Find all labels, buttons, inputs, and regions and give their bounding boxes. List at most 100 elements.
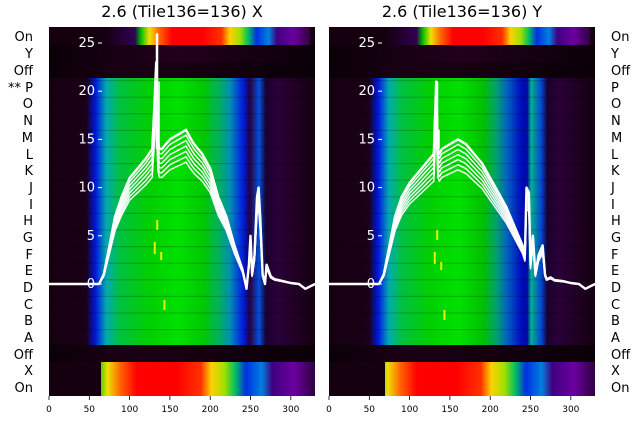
heatmap-band-on-top bbox=[386, 27, 590, 45]
row-label: Off bbox=[14, 348, 34, 363]
y-tick-label: 0 bbox=[87, 277, 95, 292]
y-tick-label: 0 bbox=[367, 277, 375, 292]
row-label: P bbox=[611, 81, 619, 96]
row-label: M bbox=[611, 131, 622, 146]
x-tick-label: 150 bbox=[441, 405, 458, 415]
row-label: Off bbox=[611, 348, 631, 363]
row-label: On bbox=[611, 30, 629, 45]
y-tick-label: 25 bbox=[78, 36, 95, 51]
heatmap-band-off-bottom bbox=[329, 345, 595, 362]
row-label: M bbox=[22, 131, 33, 146]
heatmap-band-off-top bbox=[329, 62, 595, 78]
row-label: D bbox=[611, 281, 621, 296]
heatmap-row-stripe bbox=[49, 312, 315, 314]
x-tick-label: 200 bbox=[482, 405, 499, 415]
row-label: G bbox=[23, 231, 33, 246]
row-label: F bbox=[26, 248, 33, 263]
row-label: H bbox=[611, 214, 621, 229]
heatmap-band-on-top-dark bbox=[49, 27, 104, 45]
chart-title: 2.6 (Tile136=136) X bbox=[101, 2, 263, 21]
x-tick-label: 300 bbox=[562, 405, 579, 415]
y-tick-label: 20 bbox=[78, 84, 95, 99]
y-tick-label: 5 bbox=[367, 229, 375, 244]
heatmap-row-stripe bbox=[329, 80, 595, 82]
heatmap-row-stripe bbox=[329, 279, 595, 281]
y-tick-label: 5 bbox=[87, 229, 95, 244]
heatmap-main bbox=[49, 27, 315, 396]
row-label: On bbox=[15, 30, 33, 45]
heatmap-row-stripe bbox=[329, 179, 595, 181]
row-label: G bbox=[611, 231, 621, 246]
panel-y: 2.6 (Tile136=136) Y 0 5 10 15 20 25 On Y Off PONML… bbox=[326, 2, 631, 415]
heatmap-band-y bbox=[329, 45, 595, 62]
heatmap-row-stripe bbox=[49, 246, 315, 248]
heatmap-row-stripe bbox=[49, 196, 315, 198]
row-label: L bbox=[611, 148, 619, 163]
heatmap-hotspot bbox=[153, 242, 156, 254]
row-label: I bbox=[29, 198, 33, 213]
y-tick-label: 10 bbox=[358, 181, 375, 196]
heatmap-band-on-top bbox=[104, 27, 310, 45]
heatmap-band-on-bottom-dark bbox=[329, 362, 385, 396]
x-tick-label: 250 bbox=[242, 405, 259, 415]
row-label: K bbox=[24, 164, 33, 179]
row-label: E bbox=[25, 264, 33, 279]
row-label: On bbox=[611, 381, 629, 396]
heatmap-band-y bbox=[49, 45, 315, 62]
heatmap-row-stripe bbox=[49, 279, 315, 281]
y-tick-label: 15 bbox=[358, 132, 375, 147]
x-tick-label: 200 bbox=[202, 405, 219, 415]
heatmap-row-stripe bbox=[49, 146, 315, 148]
heatmap-row-stripe bbox=[49, 80, 315, 82]
row-label: ** P bbox=[8, 81, 33, 96]
heatmap-row-stripe bbox=[49, 179, 315, 181]
row-label: L bbox=[26, 148, 34, 163]
heatmap-hotspot bbox=[440, 262, 443, 270]
heatmap-row-stripe bbox=[329, 295, 595, 297]
heatmap-band-on-bottom-dark bbox=[49, 362, 101, 396]
x-tick-label: 100 bbox=[121, 405, 138, 415]
trace-group bbox=[49, 33, 316, 290]
heatmap-row-stripe bbox=[49, 212, 315, 214]
heatmap-row-stripe bbox=[329, 246, 595, 248]
heatmap-row-stripe bbox=[329, 129, 595, 131]
row-label: F bbox=[611, 248, 618, 263]
heatmap-row-stripe bbox=[329, 196, 595, 198]
heatmap-row-stripe bbox=[329, 262, 595, 264]
y-tick-label: 10 bbox=[78, 181, 95, 196]
heatmap-row-stripe bbox=[49, 262, 315, 264]
row-label: I bbox=[611, 198, 615, 213]
row-label: E bbox=[611, 264, 619, 279]
row-label: D bbox=[23, 281, 33, 296]
x-tick-label: 50 bbox=[364, 405, 376, 415]
heatmap-row-stripe bbox=[329, 163, 595, 165]
row-label: N bbox=[23, 114, 33, 129]
heatmap-band-on-top-dark bbox=[329, 27, 386, 45]
heatmap-row-stripe bbox=[49, 129, 315, 131]
heatmap-band-off-bottom bbox=[49, 345, 315, 362]
row-label: C bbox=[611, 298, 620, 313]
x-tick-label: 100 bbox=[401, 405, 418, 415]
heatmap-row-stripe bbox=[49, 113, 315, 115]
y-tick-label: 25 bbox=[358, 36, 375, 51]
y-tick-label: 15 bbox=[78, 132, 95, 147]
row-label: Y bbox=[24, 47, 33, 62]
heatmap-row-stripe bbox=[49, 295, 315, 297]
heatmap-hotspot bbox=[443, 310, 446, 320]
row-label: J bbox=[610, 181, 615, 196]
heatmap-hotspot bbox=[163, 300, 166, 310]
row-label: A bbox=[24, 331, 33, 346]
row-label: X bbox=[611, 364, 620, 379]
row-label: X bbox=[24, 364, 33, 379]
row-label: C bbox=[24, 298, 33, 313]
heatmap-row-stripe bbox=[329, 96, 595, 98]
row-label: O bbox=[611, 97, 621, 112]
heatmap-hotspot bbox=[156, 220, 159, 230]
row-label: Y bbox=[610, 47, 619, 62]
y-tick-label: 20 bbox=[358, 84, 375, 99]
heatmap-row-stripe bbox=[49, 96, 315, 98]
row-label: B bbox=[611, 314, 620, 329]
heatmap-hotspot bbox=[436, 230, 439, 240]
